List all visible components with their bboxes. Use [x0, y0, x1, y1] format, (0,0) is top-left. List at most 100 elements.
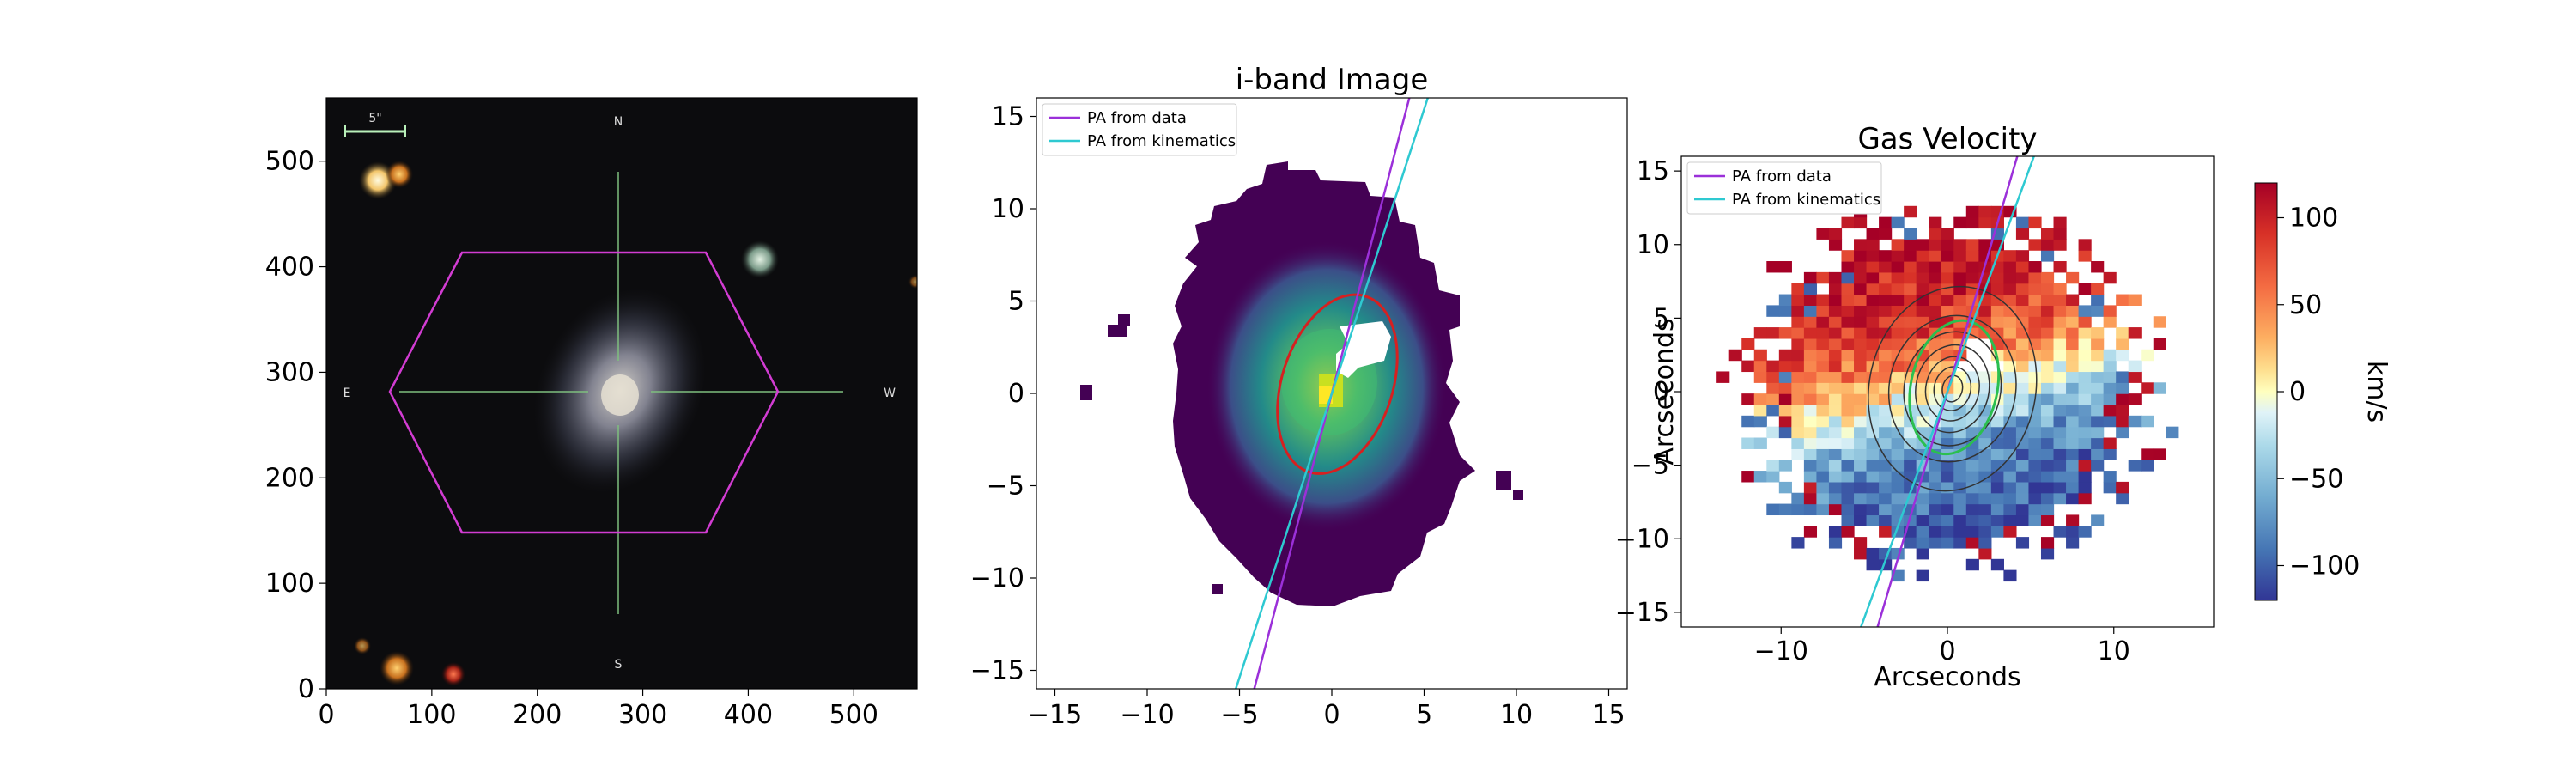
velocity-pixel: [1953, 283, 1967, 295]
velocity-pixel: [1965, 471, 1979, 483]
velocity-pixel: [1778, 404, 1792, 417]
velocity-pixel: [1965, 503, 1979, 516]
velocity-pixel: [2116, 294, 2129, 306]
velocity-pixel: [1953, 404, 1967, 417]
velocity-pixel: [1854, 382, 1868, 394]
velocity-pixel: [1828, 316, 1843, 328]
velocity-pixel: [1803, 393, 1818, 405]
velocity-pixel: [1978, 503, 1992, 516]
velocity-pixel: [1965, 415, 1979, 428]
velocity-pixel: [1965, 250, 1979, 262]
velocity-pixel: [1965, 283, 1979, 295]
velocity-pixel: [1879, 393, 1893, 405]
velocity-pixel: [1879, 360, 1893, 373]
velocity-pixel: [2015, 371, 2030, 383]
velocity-pixel: [2078, 426, 2092, 439]
velocity-pixel: [2066, 492, 2080, 505]
velocity-pixel: [2053, 460, 2067, 472]
velocity-map: [1716, 205, 2179, 582]
velocity-pixel: [2028, 327, 2042, 339]
velocity-pixel: [2066, 382, 2080, 394]
velocity-pixel: [1741, 393, 1755, 405]
velocity-pixel: [1841, 216, 1855, 229]
velocity-pixel: [1866, 460, 1880, 472]
velocity-pixel: [2028, 460, 2042, 472]
velocity-pixel: [1953, 526, 1967, 538]
velocity-pixel: [2053, 415, 2067, 428]
velocity-pixel: [2053, 294, 2067, 306]
velocity-pixel: [2066, 371, 2080, 383]
velocity-pixel: [2091, 448, 2105, 460]
velocity-pixel: [1891, 250, 1905, 262]
velocity-pixel: [1753, 415, 1767, 428]
velocity-pixel: [1841, 294, 1855, 306]
velocity-pixel: [1891, 393, 1905, 405]
y-tick-label: 500: [265, 147, 314, 177]
velocity-pixel: [1816, 404, 1830, 417]
velocity-pixel: [2091, 404, 2105, 417]
velocity-pixel: [1879, 271, 1893, 284]
velocity-pixel: [1841, 261, 1855, 273]
velocity-pixel: [1953, 305, 1967, 317]
velocity-pixel: [1891, 338, 1905, 350]
velocity-pixel: [1791, 382, 1805, 394]
velocity-pixel: [2116, 481, 2129, 494]
velocity-pixel: [1879, 216, 1893, 229]
velocity-pixel: [2091, 460, 2105, 472]
velocity-pixel: [1916, 250, 1929, 262]
velocity-pixel: [2153, 448, 2166, 460]
velocity-pixel: [2066, 404, 2080, 417]
velocity-pixel: [1791, 349, 1805, 362]
velocity-pixel: [1866, 228, 1880, 240]
velocity-pixel: [1879, 283, 1893, 295]
velocity-pixel: [2003, 283, 2017, 295]
velocity-pixel: [1879, 415, 1893, 428]
velocity-pixel: [2066, 460, 2080, 472]
velocity-pixel: [2066, 426, 2080, 439]
velocity-pixel: [1965, 537, 1979, 549]
y-tick-label: 200: [265, 463, 314, 493]
velocity-pixel: [1741, 471, 1755, 483]
velocity-pixel: [2103, 271, 2117, 284]
velocity-pixel: [1941, 471, 1954, 483]
velocity-pixel: [2040, 360, 2055, 373]
velocity-pixel: [2053, 526, 2067, 538]
velocity-pixel: [1841, 327, 1855, 339]
x-tick-label: 0: [1939, 636, 1955, 666]
velocity-pixel: [1854, 481, 1868, 494]
velocity-pixel: [1990, 437, 2004, 449]
velocity-pixel: [1904, 448, 1917, 460]
velocity-pixel: [1766, 404, 1780, 417]
velocity-pixel: [1778, 294, 1792, 306]
velocity-pixel: [1941, 460, 1954, 472]
velocity-pixel: [1916, 305, 1929, 317]
star-edge: [908, 275, 917, 289]
velocity-pixel: [1766, 371, 1780, 383]
velocity-pixel: [1816, 460, 1830, 472]
velocity-pixel: [1854, 426, 1868, 439]
velocity-pixel: [1803, 503, 1818, 516]
velocity-pixel: [1854, 393, 1868, 405]
velocity-pixel: [2066, 305, 2080, 317]
velocity-pixel: [1854, 503, 1868, 516]
velocity-pixel: [2091, 437, 2105, 449]
velocity-pixel: [2040, 382, 2055, 394]
velocity-pixel: [2116, 382, 2129, 394]
velocity-pixel: [1941, 514, 1954, 526]
velocity-pixel: [2040, 415, 2055, 428]
velocity-pixel: [1803, 481, 1818, 494]
velocity-pixel: [2091, 415, 2105, 428]
velocity-pixel: [1828, 393, 1843, 405]
velocity-pixel: [1753, 393, 1767, 405]
velocity-pixel: [1803, 338, 1818, 350]
velocity-pixel: [1953, 239, 1967, 251]
velocity-pixel: [1828, 404, 1843, 417]
flux-contour: [1887, 314, 2017, 463]
velocity-pixel: [1965, 426, 1979, 439]
velocity-pixel: [1891, 503, 1905, 516]
y-tick-label: 15: [1637, 156, 1669, 186]
velocity-pixel: [2128, 360, 2142, 373]
velocity-pixel: [1866, 547, 1880, 560]
velocity-pixel: [2078, 349, 2092, 362]
velocity-pixel: [2103, 360, 2117, 373]
